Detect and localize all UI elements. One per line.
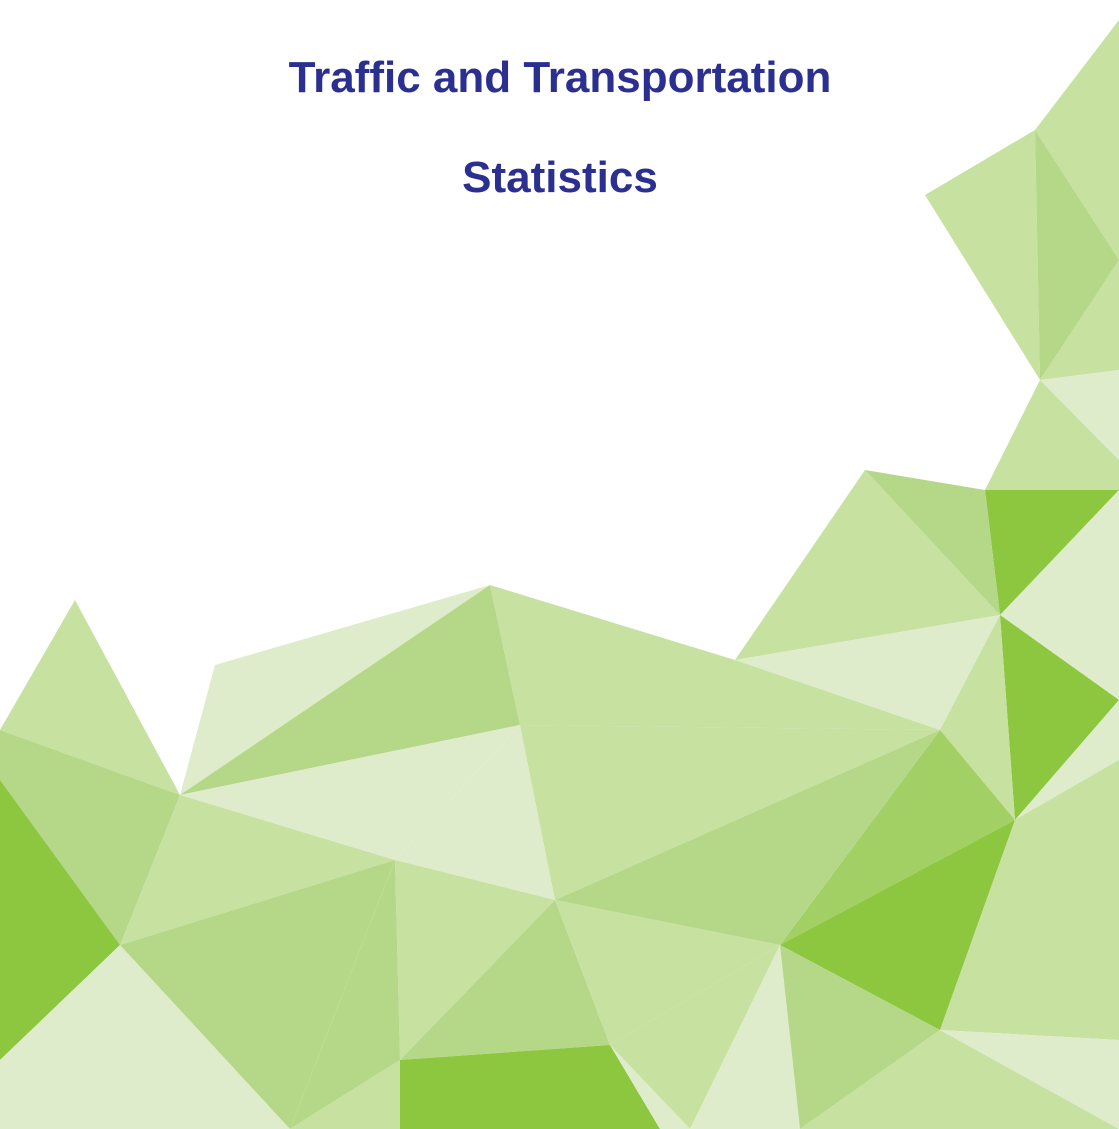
title-line: Statistics: [462, 153, 658, 202]
title-line: Traffic and Transportation: [289, 53, 832, 102]
polygon-background: [0, 20, 1119, 1129]
